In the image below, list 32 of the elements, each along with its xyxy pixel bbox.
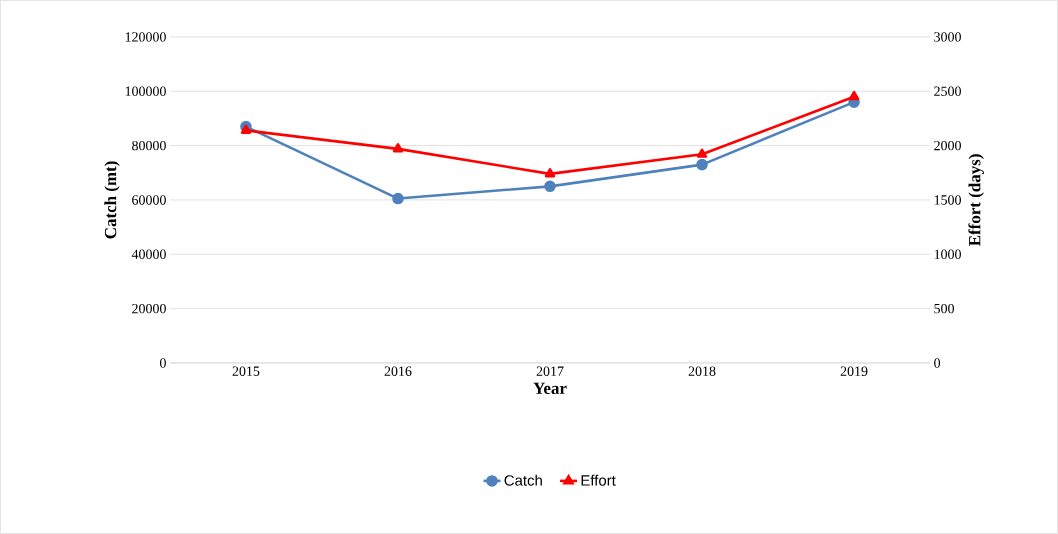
y-axis-title: Catch (mt) (104, 161, 120, 239)
y2-tick-label: 0 (934, 358, 941, 368)
y2-tick-label: 2000 (934, 140, 961, 151)
y2-tick-label: 500 (934, 303, 954, 314)
point (544, 168, 556, 178)
y-tick-label: 40000 (131, 249, 166, 260)
y-tick-label: 120000 (125, 32, 166, 42)
y-tick-label: 0 (159, 358, 166, 368)
x-axis-title: Year (533, 382, 567, 395)
y2-tick-label: 1500 (934, 195, 961, 205)
x-tick-label: 2018 (688, 366, 716, 376)
legend-label: Effort (581, 474, 616, 486)
point (848, 90, 860, 101)
y2-axis-title: Effort (days) (968, 154, 984, 247)
y-tick-label: 20000 (132, 303, 166, 314)
x-tick-label: 2017 (536, 366, 564, 376)
x-tick-label: 2016 (384, 366, 412, 376)
point (392, 143, 404, 153)
legend-label: Catch (504, 474, 542, 486)
y2-tick-label: 1000 (934, 249, 961, 260)
point (240, 124, 252, 134)
x-tick-label: 2019 (840, 366, 868, 376)
x-tick-label: 2015 (232, 366, 260, 376)
point (392, 192, 404, 205)
point (544, 180, 556, 193)
y2-tick-label: 2500 (934, 86, 961, 97)
y2-tick-label: 3000 (934, 32, 961, 42)
y-tick-label: 80000 (132, 140, 166, 151)
point (696, 158, 708, 171)
point (696, 148, 708, 158)
y-tick-label: 60000 (132, 195, 166, 205)
y-tick-label: 100000 (125, 86, 166, 96)
